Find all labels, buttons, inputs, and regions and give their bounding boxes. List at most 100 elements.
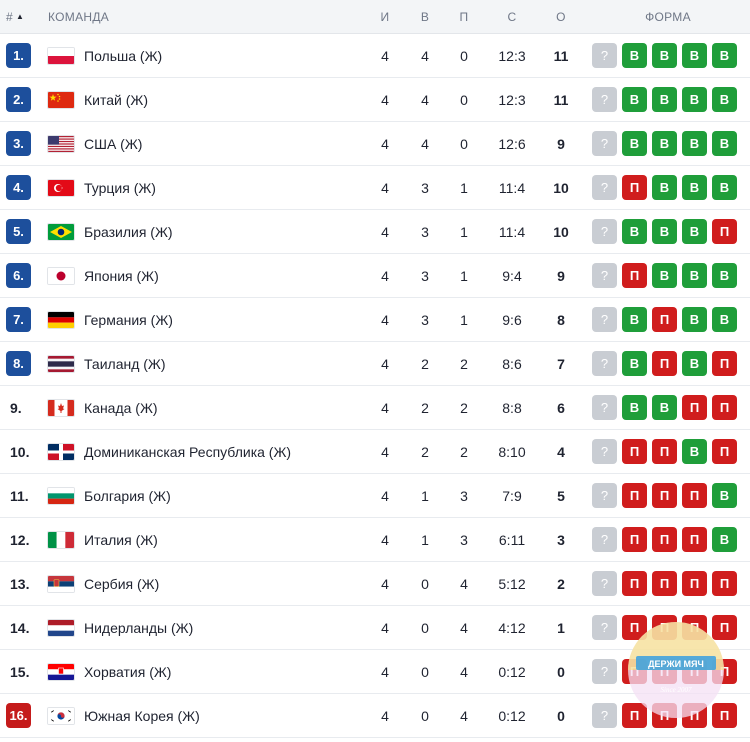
form-result-badge[interactable]: П <box>682 571 707 596</box>
upcoming-match-question-icon[interactable]: ? <box>592 87 617 112</box>
form-result-badge[interactable]: В <box>682 263 707 288</box>
team-cell[interactable]: Китай (Ж) <box>48 78 368 121</box>
form-result-badge[interactable]: П <box>682 659 707 684</box>
form-result-badge[interactable]: П <box>682 615 707 640</box>
form-result-badge[interactable]: П <box>622 439 647 464</box>
form-result-badge[interactable]: В <box>622 43 647 68</box>
form-result-badge[interactable]: В <box>652 175 677 200</box>
form-result-badge[interactable]: П <box>652 527 677 552</box>
team-name[interactable]: Нидерланды (Ж) <box>84 619 194 636</box>
team-name[interactable]: Турция (Ж) <box>84 179 156 196</box>
team-cell[interactable]: Нидерланды (Ж) <box>48 606 368 649</box>
form-result-badge[interactable]: П <box>682 395 707 420</box>
form-result-badge[interactable]: В <box>712 263 737 288</box>
team-name[interactable]: Канада (Ж) <box>84 399 158 416</box>
team-name[interactable]: Бразилия (Ж) <box>84 223 173 240</box>
form-result-badge[interactable]: В <box>652 219 677 244</box>
team-name[interactable]: Доминиканская Республика (Ж) <box>84 443 292 460</box>
team-cell[interactable]: Южная Корея (Ж) <box>48 694 368 737</box>
upcoming-match-question-icon[interactable]: ? <box>592 703 617 728</box>
form-result-badge[interactable]: П <box>622 263 647 288</box>
form-result-badge[interactable]: П <box>712 439 737 464</box>
team-cell[interactable]: Доминиканская Республика (Ж) <box>48 430 368 473</box>
upcoming-match-question-icon[interactable]: ? <box>592 439 617 464</box>
form-result-badge[interactable]: В <box>622 219 647 244</box>
team-cell[interactable]: Польша (Ж) <box>48 34 368 77</box>
form-result-badge[interactable]: П <box>622 615 647 640</box>
form-result-badge[interactable]: П <box>712 571 737 596</box>
team-name[interactable]: Италия (Ж) <box>84 531 158 548</box>
team-name[interactable]: Япония (Ж) <box>84 267 159 284</box>
team-cell[interactable]: Хорватия (Ж) <box>48 650 368 693</box>
header-rank[interactable]: # ▲ <box>6 0 44 33</box>
header-team[interactable]: КОМАНДА <box>48 9 110 24</box>
team-name[interactable]: Болгария (Ж) <box>84 487 171 504</box>
header-sets[interactable]: С <box>507 9 517 24</box>
upcoming-match-question-icon[interactable]: ? <box>592 131 617 156</box>
form-result-badge[interactable]: В <box>622 87 647 112</box>
upcoming-match-question-icon[interactable]: ? <box>592 175 617 200</box>
form-result-badge[interactable]: В <box>712 175 737 200</box>
team-cell[interactable]: Таиланд (Ж) <box>48 342 368 385</box>
team-cell[interactable]: Германия (Ж) <box>48 298 368 341</box>
team-name[interactable]: Таиланд (Ж) <box>84 355 166 372</box>
form-result-badge[interactable]: П <box>682 527 707 552</box>
form-result-badge[interactable]: В <box>622 131 647 156</box>
team-name[interactable]: Южная Корея (Ж) <box>84 707 200 724</box>
upcoming-match-question-icon[interactable]: ? <box>592 263 617 288</box>
team-cell[interactable]: Италия (Ж) <box>48 518 368 561</box>
team-name[interactable]: Польша (Ж) <box>84 47 163 64</box>
team-name[interactable]: Сербия (Ж) <box>84 575 160 592</box>
form-result-badge[interactable]: В <box>622 351 647 376</box>
form-result-badge[interactable]: П <box>622 571 647 596</box>
form-result-badge[interactable]: В <box>622 395 647 420</box>
form-result-badge[interactable]: В <box>682 87 707 112</box>
header-points[interactable]: О <box>556 9 566 24</box>
form-result-badge[interactable]: В <box>652 131 677 156</box>
team-cell[interactable]: Сербия (Ж) <box>48 562 368 605</box>
form-result-badge[interactable]: П <box>712 219 737 244</box>
form-result-badge[interactable]: В <box>652 395 677 420</box>
upcoming-match-question-icon[interactable]: ? <box>592 43 617 68</box>
form-result-badge[interactable]: П <box>682 483 707 508</box>
form-result-badge[interactable]: П <box>652 659 677 684</box>
upcoming-match-question-icon[interactable]: ? <box>592 351 617 376</box>
form-result-badge[interactable]: П <box>622 659 647 684</box>
form-result-badge[interactable]: П <box>712 395 737 420</box>
form-result-badge[interactable]: В <box>652 87 677 112</box>
form-result-badge[interactable]: В <box>682 131 707 156</box>
form-result-badge[interactable]: В <box>682 43 707 68</box>
upcoming-match-question-icon[interactable]: ? <box>592 483 617 508</box>
form-result-badge[interactable]: П <box>652 439 677 464</box>
form-result-badge[interactable]: П <box>652 571 677 596</box>
form-result-badge[interactable]: В <box>682 351 707 376</box>
form-result-badge[interactable]: В <box>652 263 677 288</box>
form-result-badge[interactable]: П <box>652 703 677 728</box>
form-result-badge[interactable]: П <box>712 703 737 728</box>
team-cell[interactable]: США (Ж) <box>48 122 368 165</box>
form-result-badge[interactable]: П <box>712 615 737 640</box>
upcoming-match-question-icon[interactable]: ? <box>592 527 617 552</box>
team-cell[interactable]: Канада (Ж) <box>48 386 368 429</box>
table-row[interactable]: 10. Доминиканская Республика (Ж) 4 2 2 8… <box>0 430 750 474</box>
team-cell[interactable]: Болгария (Ж) <box>48 474 368 517</box>
form-result-badge[interactable]: В <box>712 43 737 68</box>
form-result-badge[interactable]: В <box>682 307 707 332</box>
header-games[interactable]: И <box>380 9 390 24</box>
form-result-badge[interactable]: П <box>652 351 677 376</box>
team-name[interactable]: Германия (Ж) <box>84 311 173 328</box>
team-name[interactable]: Хорватия (Ж) <box>84 663 172 680</box>
upcoming-match-question-icon[interactable]: ? <box>592 615 617 640</box>
form-result-badge[interactable]: П <box>652 615 677 640</box>
form-result-badge[interactable]: В <box>712 483 737 508</box>
